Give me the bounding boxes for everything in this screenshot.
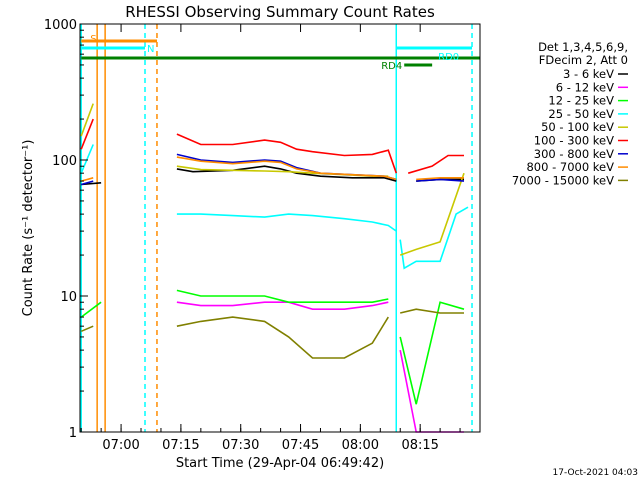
flag-label-4: RD4 (381, 61, 402, 72)
y-tick-label-1: 10 (60, 290, 77, 305)
series-line-6 (416, 178, 465, 182)
series-line-4 (399, 172, 465, 256)
legend-label-7: 800 - 7000 keV (526, 160, 614, 174)
series-line-1 (399, 349, 464, 433)
series-line-2 (80, 301, 102, 318)
series-line-7 (416, 177, 464, 181)
flag-label-3: RD0 (438, 52, 459, 63)
series-line-8 (80, 325, 94, 333)
legend-header-0: Det 1,3,4,5,6,9, (538, 40, 628, 54)
series-line-2 (399, 301, 465, 405)
y-tick-label-0: 1 (69, 426, 77, 441)
series-line-5 (407, 154, 464, 174)
x-tick-label-4: 08:00 (342, 438, 379, 453)
series-line-6 (80, 180, 94, 186)
series-line-5 (80, 118, 94, 150)
y-axis-label: Count Rate (s⁻¹ detector⁻¹) (21, 140, 36, 317)
x-tick-label-5: 08:15 (401, 438, 438, 453)
y-tick-label-2: 100 (52, 154, 77, 169)
legend-label-5: 100 - 300 keV (534, 134, 614, 148)
plot-frame (79, 23, 481, 433)
series-line-3 (399, 206, 469, 270)
series-line-8 (400, 308, 464, 314)
series-line-8 (176, 316, 389, 359)
legend-label-2: 12 - 25 keV (548, 94, 614, 108)
x-axis-label: Start Time (29-Apr-04 06:49:42) (176, 456, 384, 471)
legend-label-8: 7000 - 15000 keV (512, 173, 614, 187)
x-tick-label-1: 07:15 (162, 438, 199, 453)
series-line-7 (80, 177, 94, 182)
y-tick-label-3: 1000 (44, 18, 77, 33)
plot-border (79, 23, 481, 433)
series-line-1 (176, 301, 389, 311)
x-tick-label-3: 07:45 (282, 438, 319, 453)
legend: Det 1,3,4,5,6,9,FDecim 2, Att 03 - 6 keV… (512, 40, 628, 187)
flag-label-1: N (147, 44, 154, 55)
legend-header-1: FDecim 2, Att 0 (539, 53, 628, 67)
series-line-3 (176, 213, 397, 232)
flag-label-0: S (90, 34, 96, 45)
series-line-0 (176, 165, 397, 182)
legend-label-6: 300 - 800 keV (534, 147, 614, 161)
x-tick-label-2: 07:30 (222, 438, 259, 453)
series-line-5 (176, 133, 398, 174)
series-line-7 (176, 156, 397, 181)
plot-marks: S N RD0 RD4 (80, 24, 480, 433)
series-line-4 (80, 103, 94, 137)
series-line-3 (80, 144, 94, 174)
timestamp: 17-Oct-2021 04:03 (553, 468, 638, 478)
chart-title: RHESSI Observing Summary Count Rates (125, 3, 435, 21)
legend-label-1: 6 - 12 keV (556, 80, 614, 94)
plot-axes: 1 10 100 1000 07:00 07:15 07:30 07:45 08:00 08:15 (44, 18, 481, 453)
legend-label-3: 25 - 50 keV (548, 107, 614, 121)
series-line-2 (176, 289, 389, 304)
legend-label-0: 3 - 6 keV (563, 67, 614, 81)
x-tick-label-0: 07:00 (102, 438, 139, 453)
legend-label-4: 50 - 100 keV (541, 120, 614, 134)
